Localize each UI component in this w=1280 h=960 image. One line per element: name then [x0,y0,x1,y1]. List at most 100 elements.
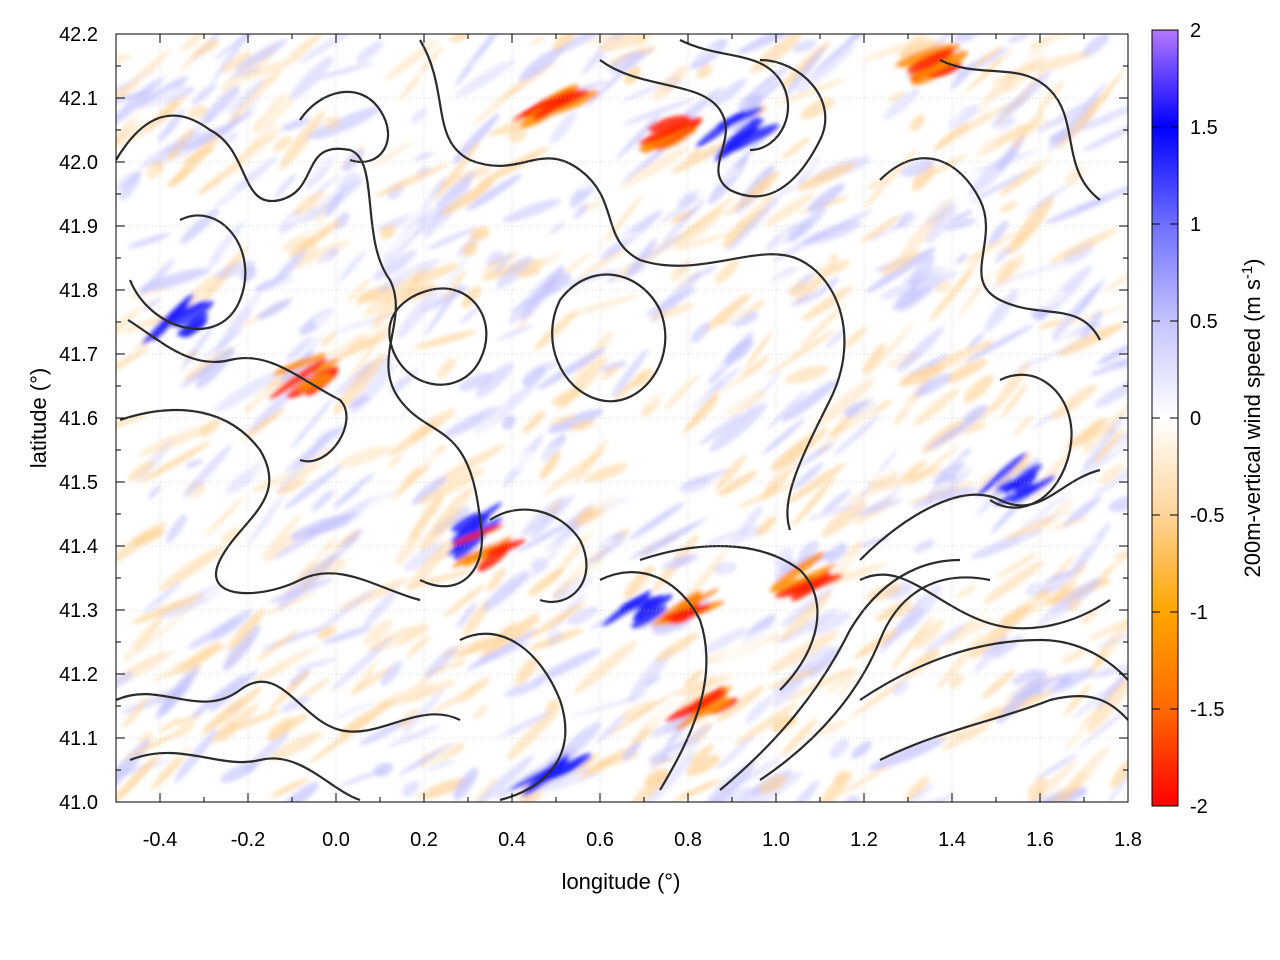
colorbar-tick-label: -0.5 [1190,505,1224,527]
field-streak [795,439,838,469]
terrain-contour-line [679,39,790,152]
field-streak [346,277,371,303]
field-streak [498,392,550,452]
field-streak [426,227,476,250]
field-streak [350,665,395,695]
field-streak [591,174,623,205]
field-streak [723,183,773,216]
field-streak [432,444,506,486]
field-streak [673,674,732,696]
field-streak [720,757,783,795]
field-streak [971,424,1020,484]
field-streak [866,247,936,294]
field-streak [782,591,832,639]
field-streak [307,236,351,298]
field-streak [577,246,630,280]
field-streak [221,527,243,544]
field-streak [468,41,504,68]
field-streak [928,689,981,707]
field-streak [698,601,768,638]
field-streak [534,361,559,373]
field-streak [337,172,361,192]
field-streak [812,377,876,430]
field-streak [958,557,978,573]
field-streak [1110,758,1128,789]
field-streak [541,273,572,297]
field-streak [244,61,287,80]
downdraft-core [927,63,963,78]
field-streak [789,290,826,307]
field-streak [506,703,563,761]
field-streak [502,198,562,223]
field-streak [733,771,803,802]
field-streak [775,78,847,105]
field-streak [622,98,696,126]
field-streak [503,680,544,697]
field-streak [468,777,498,802]
field-streak [269,669,311,711]
field-streak [704,199,773,234]
field-streak [119,171,141,201]
field-streak [887,91,906,103]
field-streak [854,628,899,659]
field-streak [153,57,205,91]
field-streak [180,34,208,53]
field-streak [128,460,155,482]
field-streak [116,75,166,127]
field-streak [1110,556,1128,576]
field-streak [577,260,592,274]
field-streak [687,148,701,160]
field-streak [116,646,136,671]
field-streak [159,674,194,716]
field-streak [654,692,682,719]
field-streak [591,485,645,512]
terrain-contours [116,39,1128,802]
field-streak [1081,418,1106,444]
field-streak [597,194,643,251]
field-streak [327,334,390,363]
field-streak [677,231,733,251]
field-streak [983,559,1045,604]
field-streak [590,232,641,248]
field-streak [445,232,465,258]
field-streak [138,424,212,457]
field-streak [440,179,495,217]
field-streak [373,762,394,777]
field-streak [306,215,335,229]
field-streak [230,198,260,228]
terrain-contour-line [939,59,1101,201]
field-streak [116,608,142,658]
field-streak [413,211,444,236]
field-streak [797,152,827,179]
field-streak [459,305,481,325]
field-streak [486,452,542,473]
field-streak [1008,193,1055,255]
field-streak [1092,428,1126,465]
field-streak [818,770,853,802]
field-streak [270,777,309,798]
field-streak [744,695,773,724]
field-streak [511,612,540,642]
field-streak [566,570,597,591]
field-streak [290,514,350,541]
field-streak [913,619,944,650]
updraft-core [142,300,189,345]
field-streak [563,186,578,200]
field-streak [139,602,197,653]
field-streak [742,63,792,103]
field-streak [770,427,828,471]
field-streak [533,311,579,351]
y-tick-label: 41.8 [59,280,98,302]
field-streak [964,422,989,434]
field-streak [208,703,260,745]
field-streak [516,518,578,553]
field-streak [185,459,204,468]
field-streak [221,229,253,258]
field-streak [116,53,131,66]
field-streak [718,576,747,603]
field-streak [945,108,965,126]
field-streak [347,335,382,382]
field-streak [413,330,478,350]
field-streak [970,784,1010,802]
field-streak [380,661,403,686]
